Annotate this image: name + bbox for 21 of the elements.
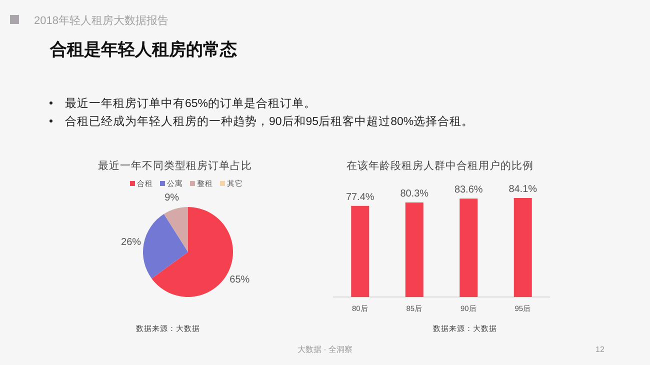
data-label: 65%	[230, 274, 250, 286]
text: 大数据 · 全洞察	[297, 345, 353, 354]
data-label: 9%	[164, 192, 180, 204]
data-label: 26%	[121, 237, 142, 248]
data-label: 84.1%	[508, 184, 538, 195]
chart-title: 最近一年不同类型租房订单占比	[98, 159, 252, 172]
text: 合租是年轻人租房的常态	[49, 40, 237, 59]
data-label: 80.3%	[400, 188, 429, 200]
text: 合租已经成为年轻人租房的一种趋势，90后和95后租客中超过80%选择合租。	[65, 114, 474, 128]
text: 12	[596, 345, 605, 354]
bar	[460, 198, 478, 297]
text: 2018年轻人租房大数据报告	[34, 14, 168, 27]
bar	[514, 198, 532, 297]
data-label: 83.6%	[454, 184, 483, 196]
bar	[351, 206, 370, 297]
pie-slice	[164, 207, 188, 252]
pie-slice	[143, 214, 188, 278]
text: 最近一年租房订单中有65%的订单是合租订单。	[65, 96, 316, 110]
bar	[405, 202, 424, 297]
data-label: 77.4%	[346, 192, 374, 203]
chart-title: 在该年龄段租房人群中合租用户的比例	[346, 159, 534, 172]
